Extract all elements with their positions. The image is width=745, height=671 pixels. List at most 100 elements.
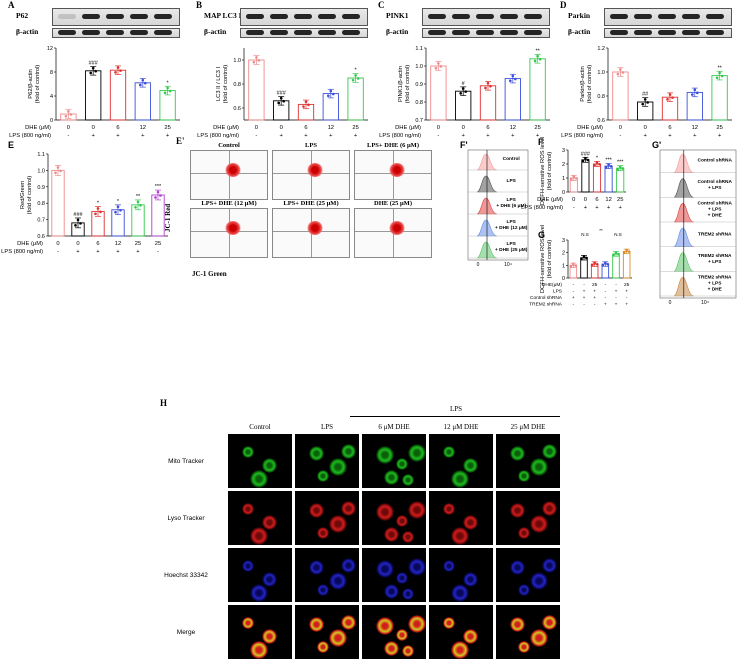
bar	[581, 159, 590, 193]
data-point	[484, 86, 487, 90]
data-point	[282, 99, 286, 103]
data-point	[621, 71, 625, 74]
cell-signal	[384, 527, 399, 542]
column-header: 25 μM DHE	[510, 423, 546, 431]
blot-band	[270, 30, 288, 35]
condition-value: -	[605, 283, 607, 288]
trace-label: Control shRNA	[698, 157, 733, 163]
y-tick-label: 8	[50, 70, 53, 76]
data-point	[439, 65, 443, 68]
cell-signal	[518, 641, 530, 653]
significance-label: **	[136, 194, 141, 200]
y-tick-label: 3	[562, 238, 565, 244]
data-point	[572, 262, 575, 266]
condition-value: -	[605, 296, 607, 301]
cell-signal	[530, 458, 548, 476]
bar	[504, 78, 521, 121]
cell-signal	[317, 584, 329, 596]
micrograph	[496, 605, 560, 659]
panel-letter: E'	[176, 136, 185, 146]
cell-signal	[384, 584, 399, 599]
blot-band	[610, 14, 628, 19]
y-tick-label: 4	[50, 94, 53, 100]
y-axis-label-group: PINK1/β-actin (fold of control)	[398, 65, 411, 104]
data-point	[538, 57, 542, 61]
data-point	[307, 103, 310, 107]
condition-value: 25	[135, 241, 141, 247]
significance-label: ###	[89, 60, 99, 66]
cell-signal	[510, 560, 525, 575]
cell-signal	[329, 572, 347, 590]
condition-value: 6	[486, 125, 489, 131]
condition-value: 6	[304, 125, 307, 131]
trace-label: + LPS	[708, 185, 722, 191]
flow-plot-title: LPS+ DHE (25 μM)	[283, 200, 339, 207]
condition-value: +	[607, 205, 611, 211]
bar	[134, 82, 151, 121]
condition-value: +	[92, 133, 96, 139]
condition-value: +	[116, 133, 120, 139]
cell-signal	[396, 458, 408, 470]
data-point	[625, 248, 628, 252]
cell-signal	[376, 560, 394, 578]
data-point	[99, 210, 102, 214]
data-point	[715, 76, 719, 80]
condition-value: +	[625, 303, 628, 308]
data-point	[666, 98, 669, 101]
data-point	[617, 252, 620, 256]
data-point	[119, 208, 122, 212]
data-point	[621, 167, 624, 170]
cell-signal	[341, 501, 356, 516]
y-tick-label: 1.0	[37, 168, 45, 174]
trace-label: LPS	[507, 219, 517, 225]
y-tick-label: 1.0	[233, 58, 241, 64]
blot-band	[82, 14, 100, 19]
x-tick-label: 10⁴	[504, 262, 512, 268]
data-point	[257, 59, 261, 62]
cell-signal	[542, 615, 557, 630]
condition-value: 25	[617, 197, 623, 203]
condition-value: +	[615, 303, 618, 308]
cell-signal	[443, 503, 455, 515]
data-point	[139, 204, 142, 207]
flow-plot: Control	[190, 142, 268, 200]
trace-label: LPS	[507, 197, 517, 203]
y-tick-label: 1.0	[415, 64, 423, 70]
panel-letter: H	[160, 398, 168, 408]
condition-label: Control shRNA	[530, 295, 563, 301]
y-tick-label: 0.9	[37, 185, 45, 191]
blot-band	[634, 30, 652, 35]
significance-label: **	[599, 228, 603, 233]
micrograph	[429, 548, 493, 602]
data-point	[69, 113, 73, 116]
cell-signal	[341, 444, 356, 459]
cell-signal	[309, 617, 324, 632]
data-point	[96, 207, 100, 210]
y-tick-label: 0.6	[233, 106, 241, 112]
y-axis-label: (fold of control)	[35, 65, 41, 104]
bar	[430, 65, 447, 121]
data-point	[76, 218, 80, 222]
condition-value: 12	[115, 241, 121, 247]
cell-signal	[451, 527, 469, 545]
data-point	[593, 163, 596, 167]
condition-label: DHE(μM)	[542, 282, 562, 288]
column-header: Control	[249, 423, 271, 431]
data-point	[134, 206, 137, 209]
cell-signal	[463, 458, 478, 473]
flow-plot: LPS	[272, 142, 350, 200]
data-point	[627, 250, 631, 253]
cell-signal	[317, 470, 329, 482]
cell-signal	[510, 446, 525, 461]
flow-plot-title: Control	[218, 142, 240, 149]
data-point	[437, 62, 440, 65]
y-tick-label: 0.8	[415, 100, 423, 106]
data-point	[464, 90, 468, 93]
condition-value: -	[615, 296, 617, 301]
condition-value: -	[605, 290, 607, 295]
blot-band	[58, 30, 76, 35]
bar	[151, 194, 165, 237]
cell-signal	[250, 470, 268, 488]
cell-signal	[463, 515, 478, 530]
